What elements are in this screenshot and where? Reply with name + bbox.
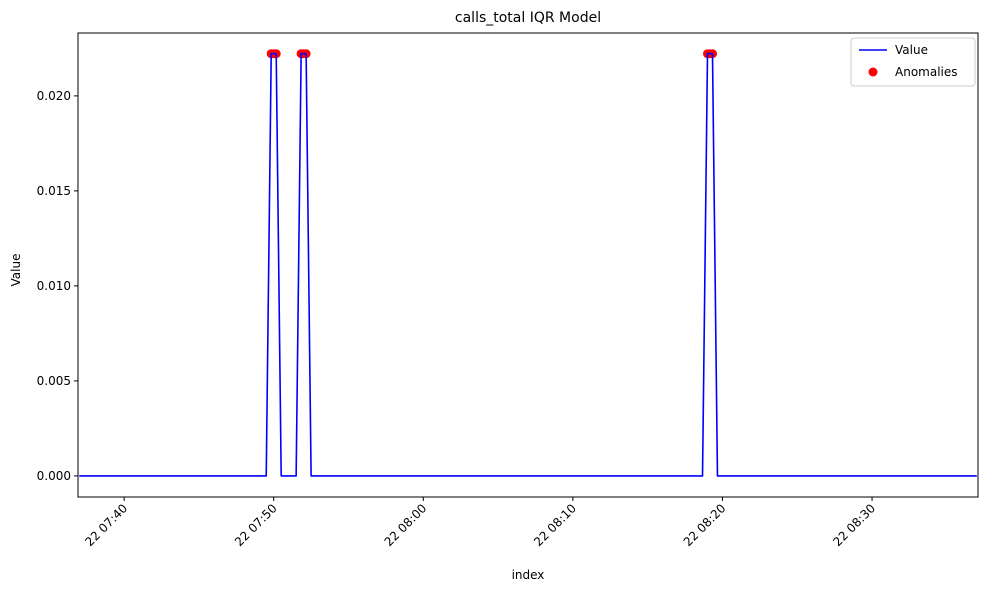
x-axis-label: index (512, 568, 545, 582)
y-tick-label: 0.000 (37, 469, 71, 483)
y-tick-label: 0.005 (37, 374, 71, 388)
x-tick-label: 22 08:10 (531, 501, 579, 549)
y-axis-label: Value (9, 254, 23, 287)
legend: Value Anomalies (850, 37, 976, 87)
value-line (79, 52, 977, 477)
x-tick-label: 22 07:40 (82, 501, 130, 549)
x-tick-label: 22 08:20 (681, 501, 729, 549)
legend-value-label: Value (895, 43, 928, 57)
plot-frame (77, 32, 979, 498)
chart-title: calls_total IQR Model (455, 10, 601, 26)
x-tick-label: 22 07:50 (232, 501, 280, 549)
x-tick-label: 22 08:00 (382, 501, 430, 549)
y-tick-label: 0.020 (37, 89, 71, 103)
y-tick-label: 0.010 (37, 279, 71, 293)
y-tick-label: 0.015 (37, 184, 71, 198)
legend-anomalies-swatch (868, 67, 878, 77)
legend-anomalies-label: Anomalies (895, 65, 958, 79)
x-tick-label: 22 08:30 (830, 501, 878, 549)
